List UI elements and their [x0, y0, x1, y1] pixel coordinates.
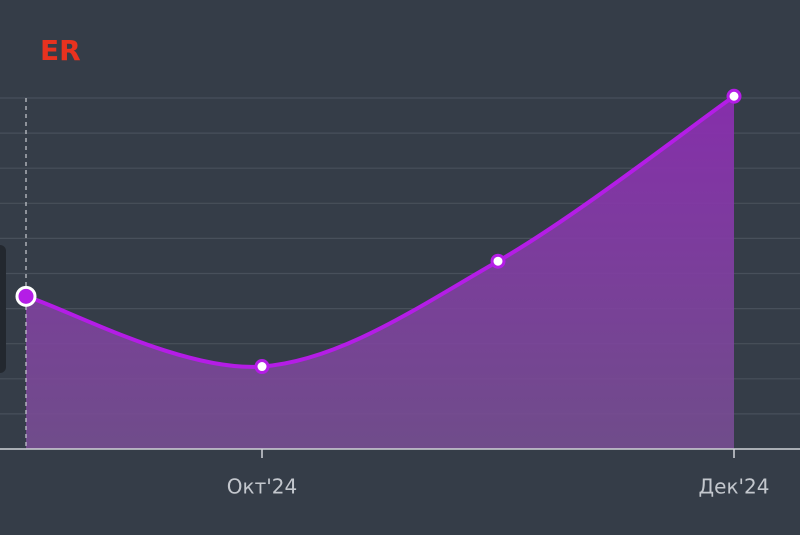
data-point: [15, 285, 37, 307]
data-point: [254, 359, 270, 375]
x-tick-label: Окт'24: [227, 475, 297, 499]
area-fill: [26, 96, 734, 450]
data-point: [726, 88, 742, 104]
chart-title: ER: [40, 34, 81, 67]
line: [25, 94, 736, 369]
x-tick-label: Дек'24: [699, 475, 770, 499]
data-point: [490, 253, 506, 269]
tooltip-edge: [0, 245, 6, 373]
